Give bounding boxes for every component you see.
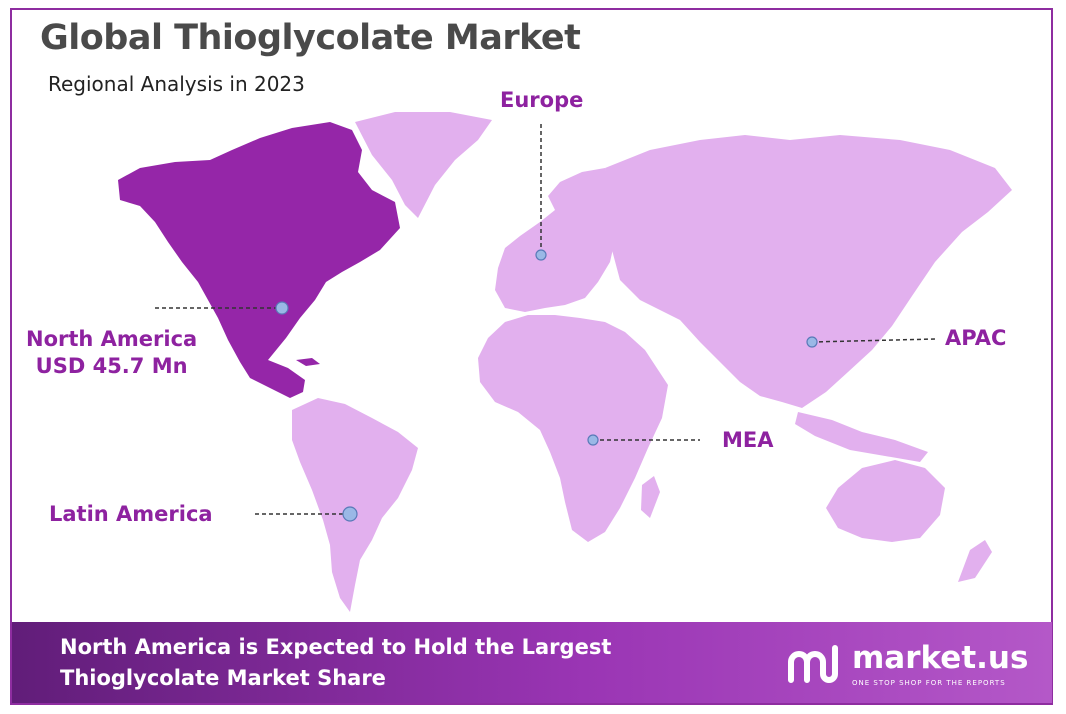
japan-landmass xyxy=(895,250,922,310)
apac-label: APAC xyxy=(945,326,1007,350)
north-america-landmass xyxy=(118,122,400,398)
southeast-asia-islands xyxy=(795,412,928,462)
apac-marker xyxy=(806,336,818,348)
greenland-landmass xyxy=(355,112,492,218)
asia-landmass xyxy=(605,135,1012,408)
market-us-logo-icon xyxy=(788,645,838,683)
north-america-label: North America xyxy=(26,327,198,351)
latin-america-label: Latin America xyxy=(49,502,213,526)
page-title: Global Thioglycolate Market xyxy=(40,18,581,58)
north-america-marker xyxy=(275,301,289,315)
footer-line-1: North America is Expected to Hold the La… xyxy=(60,635,612,659)
new-zealand-landmass xyxy=(958,540,992,582)
caribbean-islands xyxy=(296,358,320,366)
australia-landmass xyxy=(826,460,945,542)
latin-america-marker xyxy=(342,506,358,522)
footer-line-2: Thioglycolate Market Share xyxy=(60,666,386,690)
brand-name: market.us xyxy=(852,640,1029,676)
europe-label: Europe xyxy=(500,88,584,112)
europe-landmass xyxy=(495,168,618,312)
footer-headline: North America is Expected to Hold the La… xyxy=(60,632,700,694)
europe-marker xyxy=(535,249,547,261)
north-america-value: USD 45.7 Mn xyxy=(35,354,188,378)
mea-marker xyxy=(587,434,599,446)
footer-banner: North America is Expected to Hold the La… xyxy=(12,622,1052,703)
brand-tagline: ONE STOP SHOP FOR THE REPORTS xyxy=(852,679,1006,687)
south-america-landmass xyxy=(292,398,418,612)
madagascar-landmass xyxy=(641,476,660,518)
north-america-label-group: North America USD 45.7 Mn xyxy=(26,326,197,380)
africa-landmass xyxy=(478,315,668,542)
page-subtitle: Regional Analysis in 2023 xyxy=(48,72,305,96)
mea-label: MEA xyxy=(722,428,774,452)
